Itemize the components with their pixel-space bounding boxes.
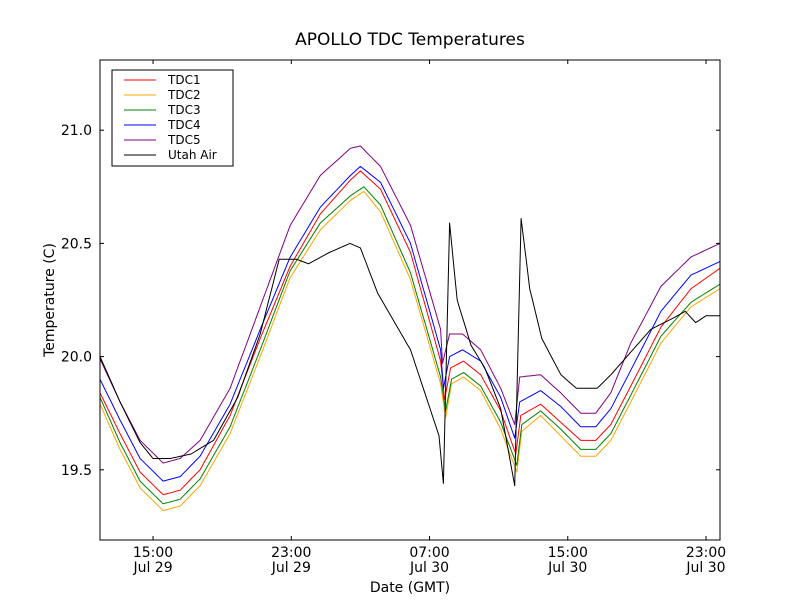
plot-frame — [99, 59, 721, 541]
legend-label-tdc1: TDC1 — [167, 73, 201, 87]
series-line-utah-air — [100, 218, 720, 487]
y-tick-label: 20.5 — [61, 236, 92, 252]
series-line-tdc2 — [100, 190, 720, 512]
x-tick-label-date: Jul 29 — [271, 560, 311, 576]
x-tick-label-date: Jul 30 — [547, 560, 587, 576]
chart-title: APOLLO TDC Temperatures — [295, 30, 525, 50]
legend-label-tdc5: TDC5 — [167, 133, 201, 147]
legend-label-tdc2: TDC2 — [167, 88, 201, 102]
legend-label-tdc3: TDC3 — [167, 103, 201, 117]
series-line-tdc4 — [100, 165, 720, 482]
x-axis-label: Date (GMT) — [370, 580, 450, 596]
x-tick-label-date: Jul 30 — [409, 560, 449, 576]
legend-label-utah-air: Utah Air — [168, 148, 217, 162]
series-line-tdc3 — [100, 186, 720, 505]
series-line-tdc5 — [100, 145, 720, 464]
y-tick-label: 20.0 — [61, 350, 92, 366]
y-tick-label: 21.0 — [61, 123, 92, 139]
x-tick-label-time: 15:00 — [548, 545, 588, 561]
x-tick-label-time: 15:00 — [133, 545, 173, 561]
legend-label-tdc4: TDC4 — [167, 118, 201, 132]
x-tick-label-time: 07:00 — [409, 545, 449, 561]
y-axis: 19.5 20.0 20.5 21.0 — [61, 123, 720, 479]
x-tick-label-time: 23:00 — [686, 545, 726, 561]
y-tick-label: 19.5 — [61, 463, 92, 479]
y-axis-label: Temperature (C) — [42, 243, 58, 358]
x-tick-label-date: Jul 30 — [685, 560, 725, 576]
legend-box — [111, 69, 234, 167]
series-line-tdc1 — [100, 170, 720, 496]
x-tick-label-date: Jul 29 — [132, 560, 172, 576]
x-tick-label-time: 23:00 — [271, 545, 311, 561]
series-layer — [100, 145, 720, 512]
